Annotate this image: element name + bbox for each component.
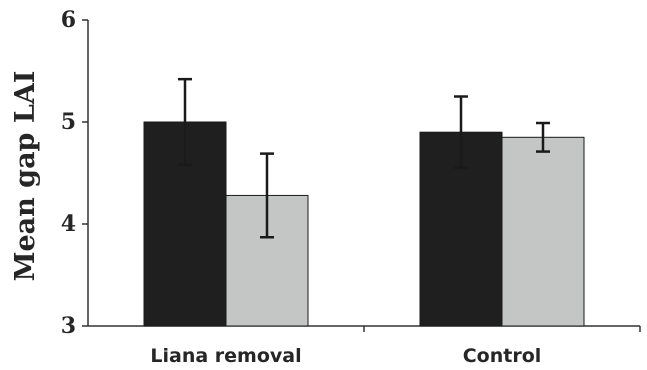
x-tick-label: Liana removal (150, 345, 301, 367)
x-ticks: Liana removal Control (150, 345, 541, 367)
y-tick-label: 4 (61, 211, 76, 237)
y-tick-label: 5 (61, 109, 76, 135)
x-tick-label: Control (463, 345, 542, 367)
bars (143, 121, 585, 327)
error-bars (178, 77, 550, 239)
y-ticks: 3 4 5 6 (61, 7, 88, 339)
y-tick-label: 3 (61, 313, 76, 339)
bar (501, 136, 585, 327)
y-tick-label: 6 (61, 7, 76, 33)
y-axis-label: Mean gap LAI (10, 71, 41, 282)
